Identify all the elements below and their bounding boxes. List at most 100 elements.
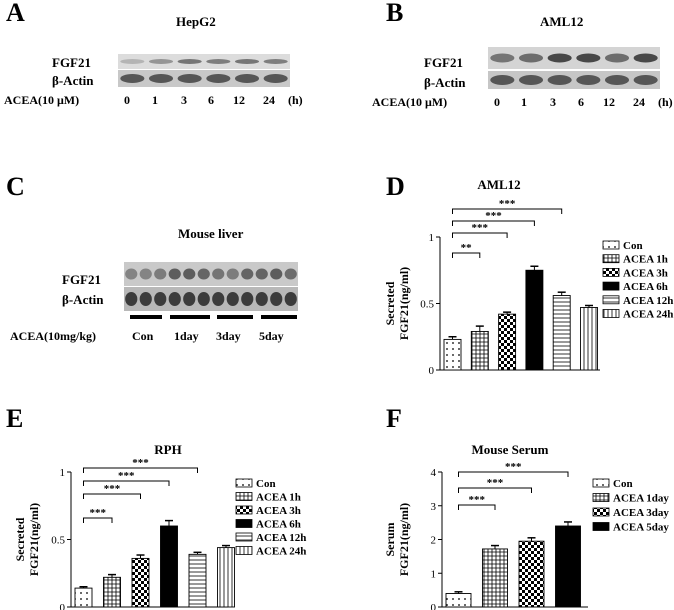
legend-entry: ACEA 24h — [256, 546, 306, 558]
significance-bracket — [452, 208, 563, 214]
legend-entry: ACEA 1h — [623, 254, 668, 266]
panel-a-fgf21-band — [263, 59, 288, 64]
panel-c-actin-band — [241, 292, 254, 306]
significance-bracket — [458, 504, 496, 510]
legend-swatch — [592, 493, 610, 502]
panel-c-group-bars — [130, 315, 297, 319]
panel-a-fgf21-band — [148, 59, 174, 64]
significance-marker: *** — [487, 477, 504, 489]
panel-a-actin-band — [234, 74, 260, 83]
legend-swatch — [602, 281, 620, 291]
y-tick-label: 1 — [60, 467, 66, 479]
y-tick-label: 0 — [431, 602, 437, 610]
significance-marker: *** — [104, 483, 121, 495]
bar-con — [443, 338, 462, 371]
panel-c-actin-band — [284, 292, 297, 306]
panel-a-title: HepG2 — [176, 14, 216, 29]
panel-c-actin-band — [154, 292, 167, 306]
significance-bracket — [83, 467, 198, 473]
panel-letter-d: D — [386, 172, 405, 201]
legend-entry: ACEA 3h — [256, 505, 301, 517]
significance-marker: *** — [472, 222, 489, 234]
significance-marker: *** — [132, 457, 149, 469]
chart-title: RPH — [154, 442, 181, 457]
y-axis-label: Secreted — [383, 281, 397, 325]
legend-swatch — [602, 268, 620, 277]
panel-letter-b: B — [386, 0, 404, 27]
panel-a-condition-label: 1 — [152, 93, 158, 107]
significance-bracket — [458, 487, 532, 493]
significance-bracket — [452, 232, 508, 238]
panel-b-actin-band — [518, 75, 544, 85]
significance-marker: *** — [499, 198, 516, 210]
panel-c-actin-blot — [124, 287, 298, 311]
legend-entry: ACEA 12h — [623, 295, 673, 307]
legend-entry: ACEA 5day — [613, 522, 669, 534]
significance-bracket — [83, 480, 170, 486]
legend-entry: ACEA 24h — [623, 309, 673, 321]
significance-marker: *** — [118, 470, 135, 482]
y-tick-label: 1 — [429, 232, 435, 244]
legend-swatch — [235, 505, 253, 515]
y-axis-label: Secreted — [13, 517, 27, 561]
significance-bracket — [83, 517, 113, 523]
bar-acea-3h — [131, 557, 150, 608]
y-tick-label: 3 — [431, 501, 437, 513]
panel-c-fgf21-band — [168, 268, 181, 280]
legend-entry: ACEA 1h — [256, 492, 301, 504]
panel-b-fgf21-blot — [488, 47, 660, 69]
panel-c-actin-band — [255, 292, 268, 306]
y-tick-label: 0.5 — [420, 299, 434, 311]
panel-a-actin-band — [263, 74, 288, 83]
legend-entry: ACEA 6h — [256, 519, 301, 531]
significance-marker: *** — [485, 210, 502, 222]
y-axis-label: FGF21(ng/ml) — [397, 267, 411, 340]
legend-swatch — [602, 295, 620, 305]
panel-b-condition-label: 12 — [603, 95, 615, 109]
panel-a-fgf21-band — [177, 59, 202, 64]
panel-c-actin-band — [212, 292, 225, 306]
panel-c-row-actin: β-Actin — [62, 292, 104, 307]
panel-c-condition-label: 5day — [259, 329, 284, 343]
significance-bracket — [83, 493, 141, 499]
panel-a-condition-label: 12 — [233, 93, 245, 107]
legend-swatch — [602, 240, 620, 250]
significance-marker: ** — [461, 242, 473, 254]
legend-entry: ACEA 3day — [613, 507, 669, 519]
panel-b-condition-label: 0 — [494, 95, 500, 109]
panel-c-actin-band — [139, 292, 152, 306]
significance-marker: *** — [90, 507, 107, 519]
legend-swatch — [592, 522, 610, 531]
y-tick-label: 0 — [429, 365, 435, 377]
legend-swatch — [235, 532, 253, 542]
panel-a-treatment: ACEA(10 μM) — [4, 93, 80, 107]
legend-entry: Con — [256, 478, 276, 490]
panel-c-fgf21-band — [241, 268, 254, 280]
panel-a-actin-band — [148, 74, 174, 83]
panel-a-condition-label: 3 — [181, 93, 187, 107]
panel-a-actin-band — [177, 74, 202, 83]
panel-b-actin-band — [604, 75, 630, 85]
panel-b-condition-label: 3 — [550, 95, 556, 109]
panel-c-fgf21-band — [226, 268, 239, 280]
bar-acea-1day — [482, 548, 508, 608]
panel-b-actin-blot — [488, 71, 660, 89]
panel-b-condition-label: 1 — [521, 95, 527, 109]
panel-a-fgf21-blot — [118, 54, 290, 69]
y-tick-label: 1 — [431, 568, 437, 580]
panel-b-treatment: ACEA(10 μM) — [372, 95, 448, 109]
significance-bracket — [458, 471, 569, 477]
panel-b-fgf21-band — [518, 53, 544, 63]
panel-c-fgf21-band — [139, 268, 152, 280]
panel-c-row-fgf21: FGF21 — [62, 272, 101, 287]
panel-a-fgf21-band — [234, 59, 260, 64]
bar-acea-12h — [552, 295, 571, 371]
legend-entry: ACEA 12h — [256, 532, 306, 544]
panel-a-fgf21-band — [120, 59, 145, 64]
legend-swatch — [592, 507, 610, 517]
panel-b-title: AML12 — [540, 14, 584, 29]
legend-swatch — [235, 492, 253, 501]
bar-acea-6h — [525, 269, 544, 371]
legend-swatch — [235, 519, 253, 528]
